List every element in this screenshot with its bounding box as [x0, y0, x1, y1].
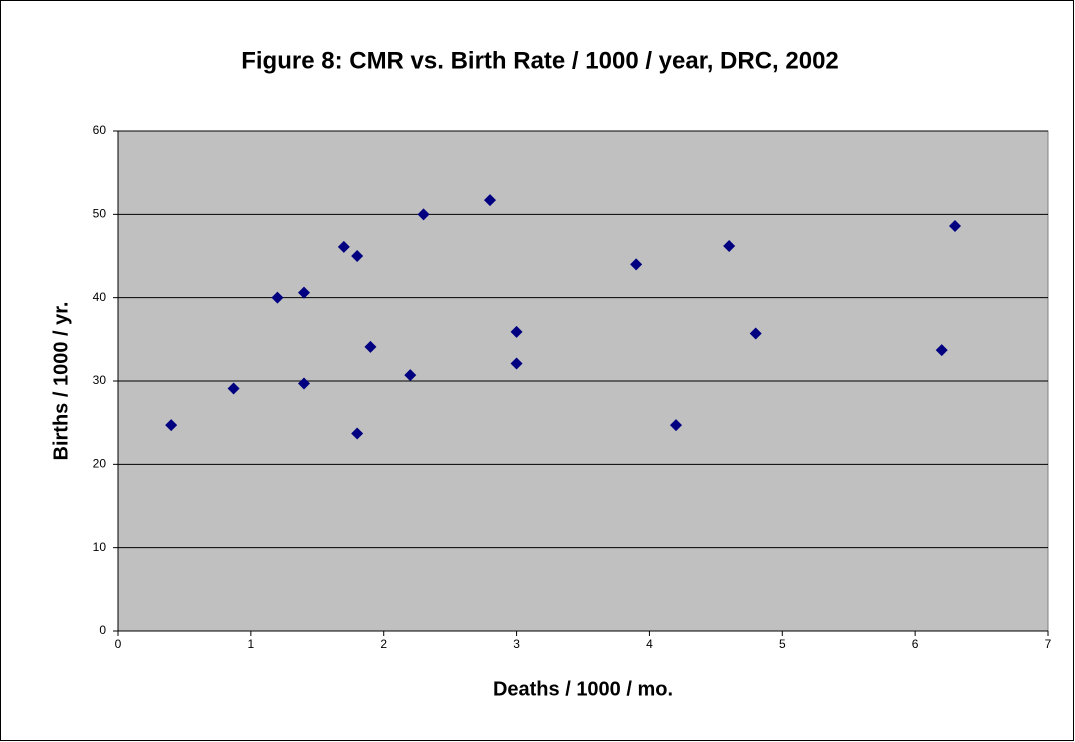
point — [670, 419, 682, 432]
point — [723, 240, 736, 252]
y-tick-label: 60 — [93, 123, 107, 137]
y-tick-label: 20 — [93, 457, 107, 471]
y-tick-label: 0 — [99, 623, 106, 637]
point — [417, 208, 430, 221]
x-tick-label: 5 — [779, 637, 786, 651]
y-tick-label: 30 — [93, 373, 107, 387]
point — [749, 327, 762, 340]
y-tick-label: 50 — [93, 207, 107, 221]
point — [337, 240, 350, 253]
point — [935, 344, 948, 357]
x-tick-label: 0 — [115, 637, 122, 651]
point — [227, 382, 240, 395]
point — [630, 258, 643, 271]
point — [298, 377, 310, 390]
point — [949, 220, 961, 232]
x-tick-label: 1 — [248, 637, 255, 651]
point — [484, 194, 496, 207]
x-tick-label: 7 — [1045, 637, 1052, 651]
point — [364, 340, 377, 353]
y-tick-label: 10 — [93, 540, 107, 554]
x-tick-label: 2 — [380, 637, 387, 651]
point — [510, 357, 523, 370]
x-tick-label: 4 — [646, 637, 653, 651]
y-tick-label: 40 — [93, 290, 107, 304]
point — [165, 419, 178, 432]
point — [351, 427, 364, 440]
point — [351, 250, 364, 262]
point — [510, 325, 523, 338]
x-tick-label: 6 — [912, 637, 919, 651]
y-axis-title: Births / 1000 / yr. — [50, 302, 72, 461]
chart-title: Figure 8: CMR vs. Birth Rate / 1000 / ye… — [241, 47, 839, 74]
point — [298, 286, 310, 299]
point — [404, 369, 417, 382]
x-axis-title: Deaths / 1000 / mo. — [493, 678, 673, 700]
point — [271, 291, 284, 304]
x-tick-label: 3 — [513, 637, 520, 651]
